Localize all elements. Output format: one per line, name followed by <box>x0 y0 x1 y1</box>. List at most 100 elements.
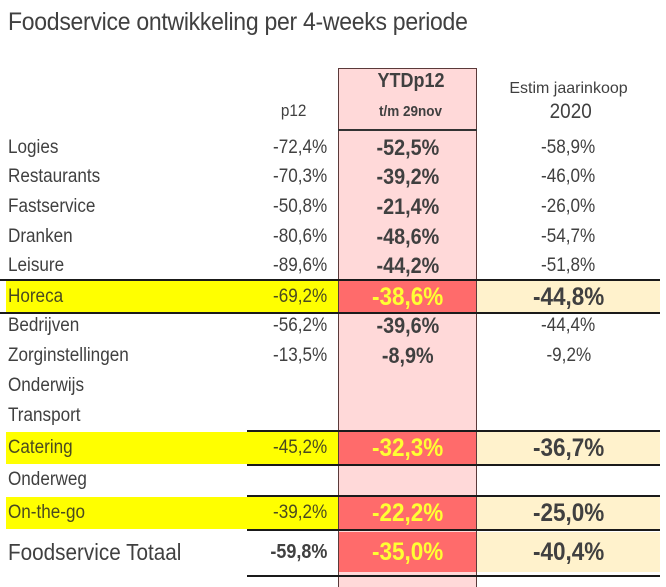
subtotal-row: Horeca -69,2% -38,6% -44,8% <box>0 281 666 313</box>
header-p12: p12 <box>247 101 338 121</box>
estim-value: -51,8% <box>477 251 660 280</box>
estim-value <box>477 465 660 495</box>
subtotal-row: Catering -45,2% -32,3% -36,7% <box>0 432 666 464</box>
row-label-text: Foodservice Totaal <box>8 538 182 565</box>
p12-value: -56,2% <box>247 311 327 340</box>
ytd-value: -32,3% <box>338 432 477 464</box>
row-label-text: Dranken <box>8 225 73 247</box>
row-label: On-the-go <box>8 497 247 529</box>
row-label-text: Leisure <box>8 254 65 276</box>
p12-value-text: -72,4% <box>272 136 327 158</box>
p12-value <box>247 371 327 400</box>
total-row: Foodservice Totaal -59,8% -35,0% -40,4% <box>0 532 666 572</box>
estim-value: -44,8% <box>477 281 660 313</box>
p12-value: -80,6% <box>247 222 327 251</box>
table-row: Bedrijven -56,2% -39,6% -44,4% <box>0 311 666 340</box>
ytd-value-text: -44,2% <box>376 252 439 278</box>
ytd-value: -21,4% <box>338 192 477 221</box>
estim-value: -26,0% <box>477 192 660 221</box>
estim-highlight <box>477 432 660 464</box>
header-ytd-subtitle-text: t/m 29nov <box>379 103 443 120</box>
row-label-text: Zorginstellingen <box>8 344 129 366</box>
ytd-value-text: -48,6% <box>376 223 439 249</box>
ytd-value <box>338 465 477 495</box>
header-ytd-title: YTDp12 <box>338 70 477 93</box>
row-label: Transport <box>8 401 247 430</box>
estim-value-text: -36,7% <box>532 433 605 462</box>
estim-highlight <box>477 281 660 313</box>
ytd-value-text: -39,6% <box>376 312 439 338</box>
estim-value: -40,4% <box>477 532 660 572</box>
table-row: Fastservice -50,8% -21,4% -26,0% <box>0 192 666 221</box>
table-row: Zorginstellingen -13,5% -8,9% -9,2% <box>0 341 666 370</box>
p12-value: -13,5% <box>247 341 327 370</box>
ytd-value: -38,6% <box>338 281 477 313</box>
p12-value-text: -89,6% <box>272 254 327 276</box>
row-label: Leisure <box>8 251 247 280</box>
estim-value: -44,4% <box>477 311 660 340</box>
p12-value: -39,2% <box>247 497 327 529</box>
ytd-value-text: -32,3% <box>371 433 444 462</box>
row-label-text: Transport <box>8 404 81 426</box>
label-highlight <box>6 497 247 529</box>
p12-value-text: -39,2% <box>272 502 327 523</box>
ytd-value <box>338 371 477 400</box>
row-label: Restaurants <box>8 162 247 191</box>
row-label-text: Onderwijs <box>8 374 85 396</box>
estim-value-text: -9,2% <box>546 344 591 366</box>
p12-value: -59,8% <box>247 532 327 572</box>
table-row: Transport <box>0 401 666 430</box>
row-label-text: Restaurants <box>8 165 101 187</box>
row-label-text: Catering <box>8 437 73 458</box>
p12-value-text: -13,5% <box>272 344 327 366</box>
estim-value: -25,0% <box>477 497 660 529</box>
ytd-highlight <box>338 497 477 529</box>
table-row: Onderweg <box>0 465 666 495</box>
table-row: Onderwijs <box>0 371 666 400</box>
estim-value: -9,2% <box>477 341 660 370</box>
row-label-text: On-the-go <box>8 502 85 523</box>
row-label: Bedrijven <box>8 311 247 340</box>
table-row: Dranken -80,6% -48,6% -54,7% <box>0 222 666 251</box>
row-label: Foodservice Totaal <box>8 532 247 572</box>
estim-value: -46,0% <box>477 162 660 191</box>
ytd-value-text: -21,4% <box>376 193 439 219</box>
p12-value-text: -59,8% <box>269 540 327 563</box>
row-label: Horeca <box>8 281 247 313</box>
estim-value-text: -58,9% <box>541 136 596 158</box>
p12-highlight <box>247 281 338 313</box>
ytd-value: -52,5% <box>338 133 477 162</box>
estim-value-text: -40,4% <box>532 537 605 566</box>
p12-value-text: -70,3% <box>272 165 327 187</box>
ytd-value-text: -38,6% <box>371 282 444 311</box>
ytd-value <box>338 401 477 430</box>
ytd-value: -22,2% <box>338 497 477 529</box>
estim-value-text: -46,0% <box>541 165 596 187</box>
p12-value: -69,2% <box>247 281 327 313</box>
p12-value-text: -80,6% <box>272 225 327 247</box>
ytd-value: -39,2% <box>338 162 477 191</box>
row-label-text: Horeca <box>8 286 64 307</box>
header-estim-title: Estim jaarinkoop <box>509 80 628 97</box>
row-divider <box>247 495 660 497</box>
ytd-header-divider <box>338 129 477 131</box>
row-label: Fastservice <box>8 192 247 221</box>
table-row: Restaurants -70,3% -39,2% -46,0% <box>0 162 666 191</box>
row-label: Dranken <box>8 222 247 251</box>
header-estim-year: 2020 <box>477 100 660 124</box>
p12-value: -89,6% <box>247 251 327 280</box>
label-highlight <box>6 281 247 313</box>
p12-value: -45,2% <box>247 432 327 464</box>
row-label: Onderwijs <box>8 371 247 400</box>
row-label: Logies <box>8 133 247 162</box>
ytd-highlight <box>338 432 477 464</box>
ytd-value: -44,2% <box>338 251 477 280</box>
header-ytd-subtitle: t/m 29nov <box>338 103 477 120</box>
row-label: Zorginstellingen <box>8 341 247 370</box>
label-highlight <box>6 432 247 464</box>
ytd-highlight <box>338 532 477 572</box>
row-label-text: Fastservice <box>8 195 96 217</box>
p12-value <box>247 465 327 495</box>
ytd-value: -39,6% <box>338 311 477 340</box>
ytd-value: -8,9% <box>338 341 477 370</box>
